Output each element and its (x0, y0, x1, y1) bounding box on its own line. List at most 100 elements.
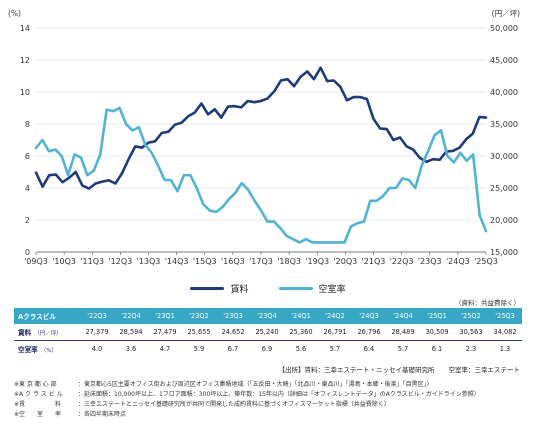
footnote: ※東 京 都 心 部 ：東京都心5区主要オフィス街および周辺区オフィス集積地域（… (14, 380, 480, 390)
legend-swatch-vacancy (278, 286, 313, 290)
table-cell-rent: 24,652 (216, 324, 250, 341)
table-header-quarter: '23Q1 (148, 308, 182, 324)
table-cell-rent: 25,655 (182, 324, 216, 341)
rent-row-unit: （円／坪） (34, 331, 62, 337)
table-cell-vacancy: 4.7 (159, 344, 171, 353)
table-cell-rent: 27,479 (148, 324, 182, 341)
y-right-tick-label: 25,000 (490, 184, 518, 193)
table-row-vacancy: 空室率 （%） 4.0 3.6 4.7 5.9 6.7 6.9 5.6 5.7 6.4 5.7 6.1… (14, 341, 522, 357)
vacancy-row-unit: （%） (40, 347, 58, 354)
table-cell-vacancy: 1.3 (499, 344, 511, 353)
table-row-vacancy-label: 空室率 （%） (14, 341, 80, 357)
footnote: ※A ク ラ ス ビ ル ：延床面積：10,000坪以上、1フロア面積：300坪… (14, 390, 480, 400)
y-left-tick-label: 4 (25, 184, 30, 193)
x-tick-label: '15Q3 (193, 257, 217, 266)
y-left-tick-label: 0 (25, 248, 30, 257)
x-tick-label: '14Q3 (165, 257, 189, 266)
table-cell-vacancy: 6.9 (261, 344, 273, 353)
y-right-axis: 15,000 20,000 25,000 30,000 35,000 40,000 45,0… (490, 24, 518, 257)
y-left-unit: (%) (8, 9, 21, 18)
table-header-quarter: '23Q4 (250, 308, 284, 324)
x-tick-label: '12Q3 (108, 257, 132, 266)
y-left-tick-label: 8 (25, 120, 30, 129)
table-cell-rent: 25,360 (284, 324, 318, 341)
table-header-quarter: '23Q2 (182, 308, 216, 324)
table-header-quarter: '25Q1 (420, 308, 454, 324)
x-tick-label: '10Q3 (52, 257, 76, 266)
vacancy-row-label: 空室率 (18, 345, 38, 354)
table-cell-rent: 26,796 (352, 324, 386, 341)
table-header-quarter: '24Q2 (318, 308, 352, 324)
y-right-tick-label: 35,000 (490, 120, 518, 129)
x-tick-label: '17Q3 (249, 257, 273, 266)
table-cell-rent: 28,489 (386, 324, 420, 341)
y-left-tick-label: 10 (20, 88, 30, 97)
footnote-text: ：各四半期末時点 (78, 411, 127, 418)
table-header-label: Aクラスビル (14, 308, 80, 324)
table-cell-rent: 30,563 (454, 324, 488, 341)
footnote-text: ：東京都心5区主要オフィス街および周辺区オフィス集積地域（「五反田・大崎」「北品… (78, 381, 433, 388)
table-source-note: （資料：共益費除く） (455, 299, 520, 307)
table-cell-rent: 28,594 (114, 324, 148, 341)
table-cell-rent: 30,509 (420, 324, 454, 341)
table-cell-rent: 34,082 (488, 324, 522, 341)
table-cell-vacancy: 5.9 (193, 344, 205, 353)
source-line: 【出所】賃料：三幸エステート・ニッセイ基礎研究所 空室率：三幸エステート (279, 364, 521, 374)
table-cell-rent: 25,240 (250, 324, 284, 341)
footnote-label: ※A ク ラ ス ビ ル (14, 391, 63, 398)
table-cell-vacancy: 5.7 (329, 344, 341, 353)
legend: 賃料 空室率 (0, 281, 536, 295)
table-header-quarter: '24Q1 (284, 308, 318, 324)
legend-item-vacancy: 空室率 (278, 281, 346, 295)
x-tick-label: '13Q3 (137, 257, 161, 266)
table-header-quarter: '23Q3 (216, 308, 250, 324)
table-header-quarter: '22Q3 (80, 308, 114, 324)
table-header-quarter: '24Q3 (352, 308, 386, 324)
y-right-tick-label: 40,000 (490, 88, 518, 97)
table-cell-vacancy: 5.7 (397, 344, 409, 353)
x-tick-label: '23Q3 (418, 257, 442, 266)
series-group (34, 66, 488, 244)
table-cell-vacancy: 5.6 (295, 344, 307, 353)
footnote: ※賃 料 ：三幸エステートとニッセイ基礎研究所が共同で開発した成約賃料に基づくオ… (14, 400, 480, 410)
legend-swatch-rent (190, 286, 225, 290)
x-tick-label: '24Q3 (446, 257, 470, 266)
x-tick-label: '18Q3 (277, 257, 301, 266)
y-right-tick-label: 30,000 (490, 152, 518, 161)
x-tick-label: '11Q3 (80, 257, 104, 266)
y-right-tick-label: 45,000 (490, 56, 518, 65)
x-tick-label: '25Q3 (474, 257, 498, 266)
rent-vacancy-chart: (%) (円／坪) 0 2 4 6 8 10 12 14 15,000 20,000 25,000… (8, 9, 520, 266)
y-left-tick-label: 14 (20, 24, 30, 33)
table-header-quarter: '25Q3 (488, 308, 522, 324)
y-right-tick-label: 15,000 (490, 248, 518, 257)
table-header-quarter: '22Q4 (114, 308, 148, 324)
x-axis: '09Q3 '10Q3 '11Q3 '12Q3 '13Q3 '14Q3 '15Q3 '16Q3… (24, 252, 498, 266)
table-cell-vacancy: 2.3 (465, 344, 477, 353)
footnote-label: ※東 京 都 心 部 (14, 381, 57, 388)
table-header-quarter: '25Q2 (454, 308, 488, 324)
rent-row-label: 賃料 (18, 329, 32, 337)
y-left-tick-label: 6 (25, 152, 30, 161)
y-right-tick-label: 20,000 (490, 216, 518, 225)
x-tick-label: '20Q3 (333, 257, 357, 266)
footnote: ※空 室 率 ：各四半期末時点 (14, 410, 480, 420)
table-cell-rent: 27,379 (80, 324, 114, 341)
table-row-rent-label: 賃料 （円／坪） (14, 324, 80, 341)
x-tick-label: '21Q3 (362, 257, 386, 266)
table-cell-vacancy: 6.4 (363, 344, 375, 353)
table-header-row: Aクラスビル '22Q3'22Q4'23Q1'23Q2'23Q3'23Q4'24… (14, 308, 522, 324)
table-cell-vacancy: 6.1 (431, 344, 443, 353)
footnote-label: ※賃 料 (14, 401, 62, 408)
table-cell-rent: 26,791 (318, 324, 352, 341)
table-cell-vacancy: 6.7 (227, 344, 239, 353)
x-tick-label: '19Q3 (305, 257, 329, 266)
source-main: 【出所】賃料：三幸エステート・ニッセイ基礎研究所 (278, 366, 435, 374)
grid-lines (36, 27, 486, 253)
series-line-rent (34, 66, 488, 190)
y-left-axis: 0 2 4 6 8 10 12 14 (20, 24, 30, 257)
series-line-vacancy (34, 106, 488, 244)
y-right-unit: (円／坪) (492, 9, 520, 18)
legend-label-vacancy: 空室率 (318, 284, 346, 295)
source-vacancy: 空室率：三幸エステート (448, 366, 521, 374)
